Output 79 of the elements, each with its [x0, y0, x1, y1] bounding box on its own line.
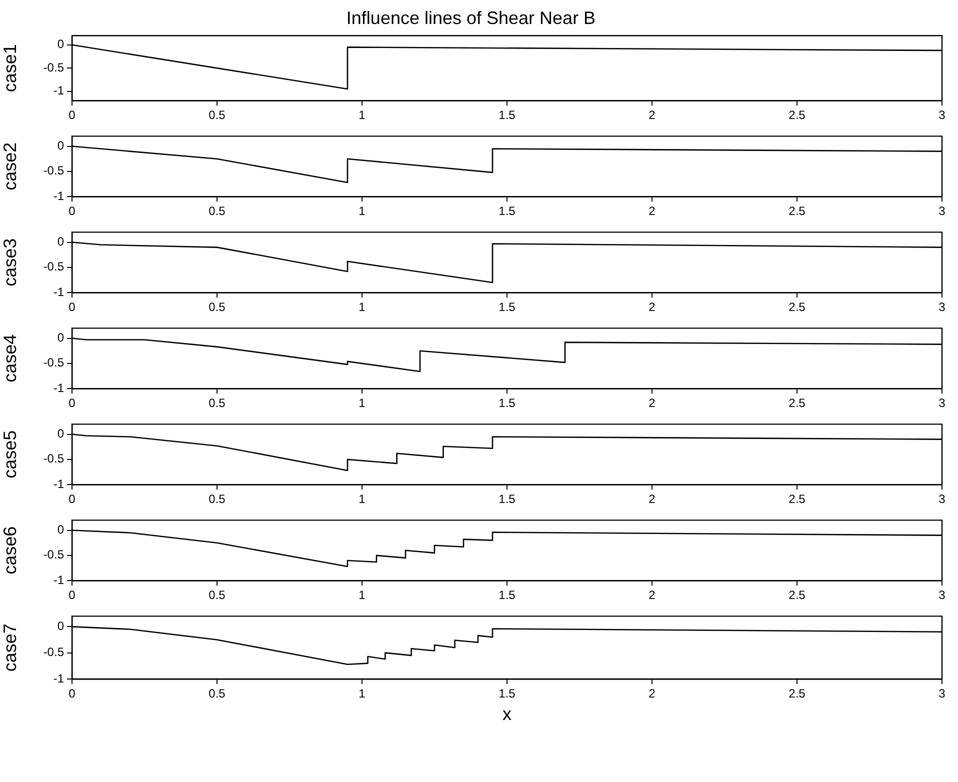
x-tick-label: 0	[68, 492, 76, 506]
y-tick-label: 0	[57, 138, 64, 153]
y-tick-label: -1	[53, 84, 64, 98]
x-tick-label: 1	[358, 204, 366, 218]
x-tick-label: 1.5	[498, 686, 516, 701]
x-tick-label: 0.5	[208, 204, 226, 218]
x-tick-label: 2	[648, 300, 656, 314]
x-tick-label: 0.5	[208, 588, 226, 602]
x-tick-label: 2	[648, 686, 656, 701]
x-tick-label: 0	[68, 686, 76, 701]
y-tick-label: -1	[53, 188, 64, 203]
x-tick-label: 2.5	[788, 204, 806, 218]
x-tick-label: 1	[358, 108, 366, 122]
y-tick-label: -1	[53, 572, 64, 587]
y-tick-label: 0	[57, 37, 64, 52]
x-tick-label: 2	[648, 108, 656, 122]
x-tick-label: 1.5	[498, 588, 516, 602]
x-tick-label: 1	[358, 588, 366, 602]
x-tick-label: 1.5	[498, 108, 516, 122]
y-tick-label: -1	[53, 671, 64, 686]
y-tick-label: 0	[57, 618, 64, 633]
y-tick-label: -1	[53, 284, 64, 299]
x-tick-label: 2.5	[788, 300, 806, 314]
x-tick-label: 3	[938, 396, 946, 410]
x-tick-label: 0	[68, 204, 76, 218]
y-axis-title: case6	[0, 526, 20, 574]
x-tick-label: 1.5	[498, 204, 516, 218]
x-tick-label: 1.5	[498, 492, 516, 506]
x-tick-label: 1.5	[498, 300, 516, 314]
x-tick-label: 2	[648, 492, 656, 506]
y-tick-label: 0	[57, 522, 64, 537]
y-tick-label: -0.5	[43, 356, 64, 370]
chart-title: Influence lines of Shear Near B	[346, 8, 596, 28]
y-tick-label: 0	[57, 330, 64, 345]
y-tick-label: -0.5	[43, 60, 64, 74]
y-axis-title: case1	[0, 44, 20, 92]
x-tick-label: 3	[938, 686, 946, 701]
y-tick-label: 0	[57, 426, 64, 441]
x-tick-label: 3	[938, 300, 946, 314]
x-tick-label: 0	[68, 300, 76, 314]
x-tick-label: 0	[68, 396, 76, 410]
y-axis-title: case2	[0, 142, 20, 190]
x-tick-label: 1.5	[498, 396, 516, 410]
x-tick-label: 2	[648, 588, 656, 602]
y-axis-title: case5	[0, 430, 20, 478]
x-axis-title: x	[502, 704, 512, 724]
y-tick-label: -0.5	[43, 645, 64, 660]
x-tick-label: 3	[938, 492, 946, 506]
y-tick-label: -0.5	[43, 260, 64, 274]
y-tick-label: -1	[53, 380, 64, 395]
y-tick-label: -0.5	[43, 452, 64, 466]
y-tick-label: -1	[53, 476, 64, 491]
y-tick-label: -0.5	[43, 548, 64, 562]
y-tick-label: -0.5	[43, 164, 64, 178]
x-tick-label: 2.5	[788, 396, 806, 410]
x-tick-label: 0	[68, 108, 76, 122]
x-tick-label: 2	[648, 396, 656, 410]
x-tick-label: 2	[648, 204, 656, 218]
y-axis-title: case3	[0, 238, 20, 286]
y-axis-title: case4	[0, 334, 20, 382]
x-tick-label: 3	[938, 204, 946, 218]
y-axis-title: case7	[0, 624, 20, 672]
x-tick-label: 2.5	[788, 686, 806, 701]
y-tick-label: 0	[57, 234, 64, 249]
x-tick-label: 1	[358, 396, 366, 410]
x-tick-label: 1	[358, 492, 366, 506]
x-tick-label: 1	[358, 686, 366, 701]
x-tick-label: 0.5	[208, 108, 226, 122]
x-tick-label: 0	[68, 588, 76, 602]
x-tick-label: 2.5	[788, 108, 806, 122]
x-tick-label: 3	[938, 588, 946, 602]
x-tick-label: 3	[938, 108, 946, 122]
x-tick-label: 0.5	[208, 492, 226, 506]
x-tick-label: 2.5	[788, 492, 806, 506]
x-tick-label: 1	[358, 300, 366, 314]
x-tick-label: 0.5	[208, 300, 226, 314]
x-tick-label: 0.5	[208, 396, 226, 410]
x-tick-label: 0.5	[208, 686, 226, 701]
x-tick-label: 2.5	[788, 588, 806, 602]
